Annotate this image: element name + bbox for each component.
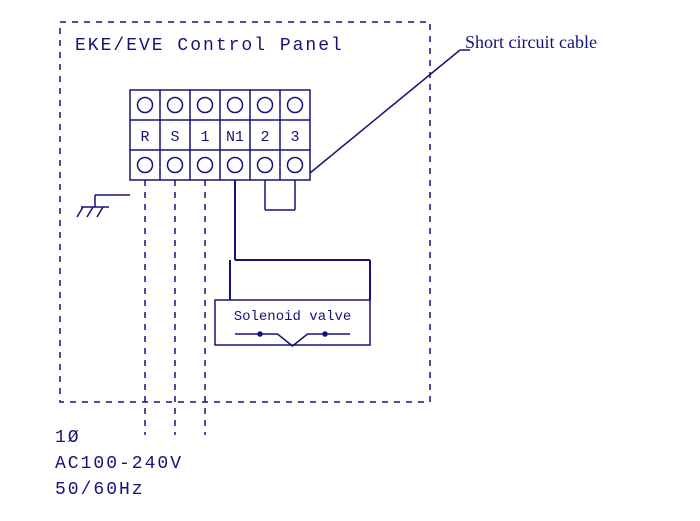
spec-voltage: AC100-240V <box>55 454 183 474</box>
solenoid-label: Solenoid valve <box>234 309 352 325</box>
terminal-label: N1 <box>226 129 244 146</box>
spec-phase: 1Ø <box>55 428 81 448</box>
panel-title: EKE/EVE Control Panel <box>75 36 344 56</box>
terminal-label: S <box>170 129 179 146</box>
annotation-short-circuit: Short circuit cable <box>465 32 597 52</box>
terminal-label: 1 <box>200 129 209 146</box>
spec-freq: 50/60Hz <box>55 480 145 500</box>
terminal-label: 3 <box>290 129 299 146</box>
terminal-label: R <box>140 129 149 146</box>
terminal-label: 2 <box>260 129 269 146</box>
